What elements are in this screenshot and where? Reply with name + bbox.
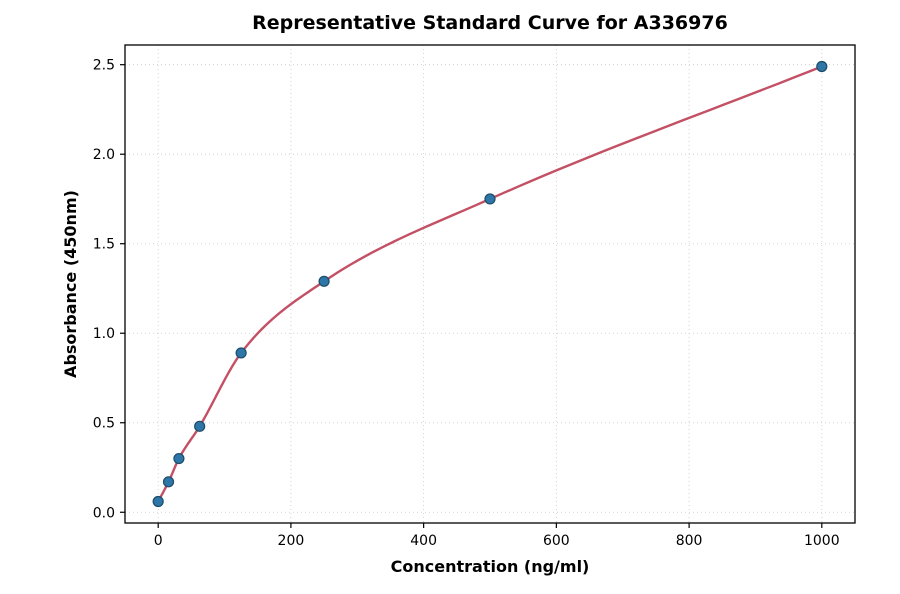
grid-layer xyxy=(125,45,855,523)
x-tick-label: 0 xyxy=(154,533,163,549)
y-tick-label: 1.5 xyxy=(93,237,115,253)
fit-curve xyxy=(156,65,824,503)
data-point xyxy=(318,275,330,287)
x-tick-label: 800 xyxy=(676,533,703,549)
data-point xyxy=(173,452,185,465)
data-point xyxy=(816,60,828,73)
y-tick-label: 0.0 xyxy=(93,505,115,521)
x-tick-label: 200 xyxy=(278,533,305,549)
y-axis-label: Absorbance (450nm) xyxy=(61,190,80,378)
x-tick-label: 600 xyxy=(543,533,570,549)
y-tick-label: 2.5 xyxy=(93,58,115,74)
axis-spine xyxy=(124,44,856,524)
tick-layer: 0 200 400 600 800 1000 0.0 0.5 1.0 1.5 2.0 2.5 xyxy=(93,58,840,549)
data-point xyxy=(152,495,164,508)
x-tick-label: 400 xyxy=(410,533,437,549)
chart-title: Representative Standard Curve for A33697… xyxy=(252,12,728,34)
data-point xyxy=(162,476,175,488)
data-point xyxy=(235,347,247,359)
data-layer xyxy=(152,60,828,508)
y-tick-label: 0.5 xyxy=(93,416,115,432)
y-tick-label: 1.0 xyxy=(93,326,115,342)
x-tick-label: 1000 xyxy=(804,533,840,549)
x-axis-label: Concentration (ng/ml) xyxy=(391,557,590,576)
data-point xyxy=(194,420,206,432)
y-tick-label: 2.0 xyxy=(93,147,115,163)
data-point xyxy=(484,193,496,205)
